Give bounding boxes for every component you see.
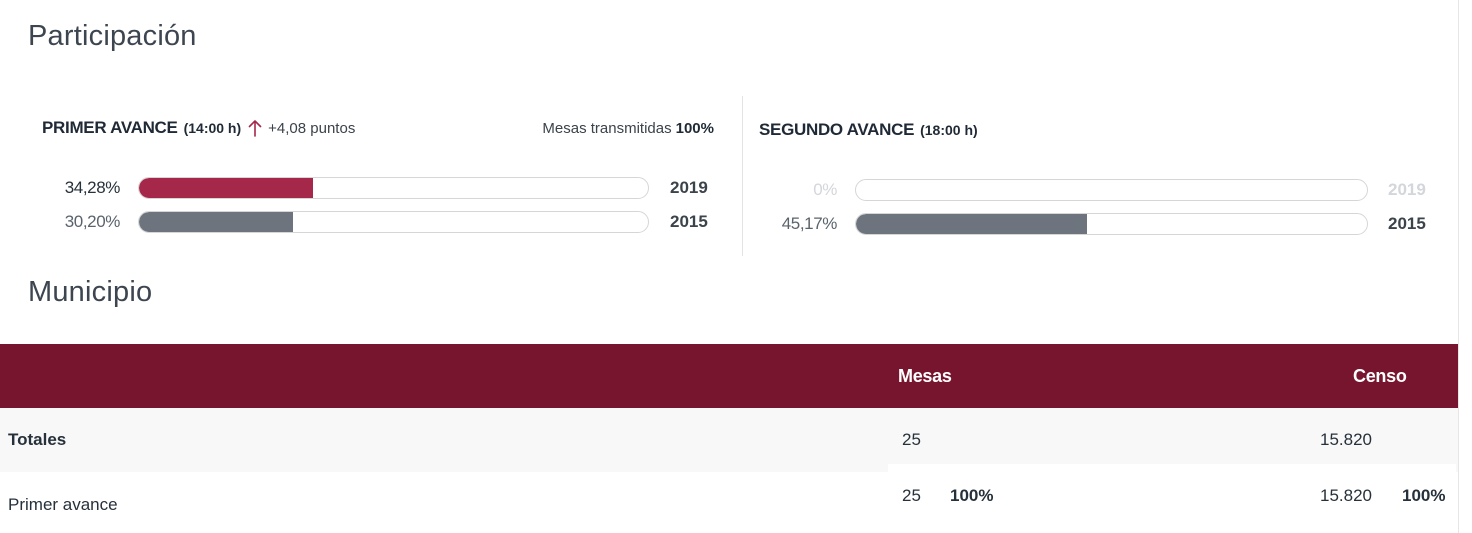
bar-percentage: 0% bbox=[813, 180, 837, 199]
mesas-value: 25 bbox=[902, 486, 921, 505]
bar-percentage: 30,20% bbox=[64, 212, 121, 231]
segundo-avance-header: SEGUNDO AVANCE (18:00 h) bbox=[759, 120, 1430, 140]
column-header-censo: Censo bbox=[1353, 366, 1407, 386]
primer-bar-row-2015: 30,20% 2015 bbox=[30, 210, 726, 234]
row-highlight bbox=[888, 464, 1456, 533]
table-row-totales: Totales 25 15.820 bbox=[0, 408, 1458, 472]
mesas-transmitidas-label: Mesas transmitidas bbox=[542, 119, 672, 137]
bar-year: 2015 bbox=[1388, 214, 1426, 233]
primer-avance-diff: +4,08 puntos bbox=[268, 119, 356, 137]
bar-percentage: 45,17% bbox=[781, 214, 838, 233]
progress-bar bbox=[855, 179, 1368, 201]
progress-bar-fill bbox=[139, 212, 293, 232]
bar-percentage: 34,28% bbox=[64, 178, 121, 197]
municipio-table-header: Mesas Censo bbox=[0, 344, 1458, 408]
segundo-avance-panel: SEGUNDO AVANCE (18:00 h) 0% 2019 45,17% … bbox=[742, 96, 1442, 256]
participacion-title: Participación bbox=[28, 20, 197, 52]
progress-bar bbox=[855, 213, 1368, 235]
censo-value: 15.820 bbox=[1320, 430, 1372, 449]
primer-bar-row-2019: 34,28% 2019 bbox=[30, 176, 726, 200]
censo-value: 15.820 bbox=[1320, 486, 1372, 505]
mesas-value: 25 bbox=[902, 430, 921, 449]
progress-bar bbox=[138, 177, 649, 199]
primer-avance-panel: PRIMER AVANCE (14:00 h) +4,08 puntos Mes… bbox=[30, 96, 726, 256]
segundo-avance-label: SEGUNDO AVANCE bbox=[759, 120, 915, 139]
progress-bar-fill bbox=[139, 178, 314, 198]
mesas-transmitidas-value: 100% bbox=[675, 119, 714, 137]
censo-percentage: 100% bbox=[1402, 486, 1446, 505]
progress-bar bbox=[138, 211, 649, 233]
column-header-mesas: Mesas bbox=[898, 366, 952, 386]
primer-avance-time: (14:00 h) bbox=[183, 120, 242, 136]
primer-avance-header: PRIMER AVANCE (14:00 h) +4,08 puntos Mes… bbox=[42, 118, 714, 138]
segundo-bar-row-2019: 0% 2019 bbox=[743, 178, 1442, 202]
mesas-transmitidas: Mesas transmitidas 100% bbox=[542, 120, 714, 137]
table-row-primer-avance: Primer avance 25 100% 15.820 100% bbox=[0, 464, 1458, 533]
mesas-percentage: 100% bbox=[950, 486, 994, 505]
row-label: Primer avance bbox=[8, 495, 118, 514]
bar-year: 2019 bbox=[670, 178, 708, 197]
municipio-title: Municipio bbox=[28, 276, 153, 308]
primer-avance-label: PRIMER AVANCE bbox=[42, 118, 178, 137]
segundo-avance-time: (18:00 h) bbox=[920, 122, 978, 138]
row-label: Totales bbox=[8, 430, 67, 449]
bar-year: 2019 bbox=[1388, 180, 1426, 199]
segundo-bar-row-2015: 45,17% 2015 bbox=[743, 212, 1442, 236]
bar-year: 2015 bbox=[670, 212, 708, 231]
progress-bar-fill bbox=[856, 214, 1087, 234]
scrollbar[interactable] bbox=[1458, 0, 1472, 533]
arrow-up-icon bbox=[248, 120, 262, 137]
